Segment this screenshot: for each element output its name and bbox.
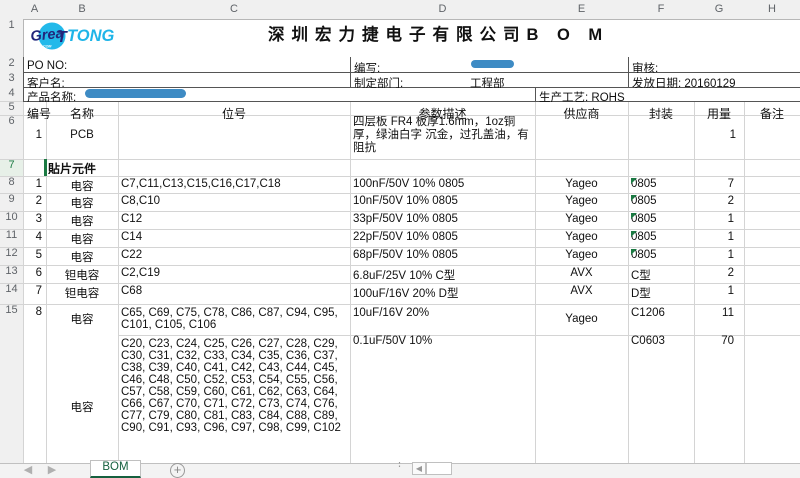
svg-text:.COM: .COM [42,45,52,49]
svg-text:TONG: TONG [67,27,115,45]
